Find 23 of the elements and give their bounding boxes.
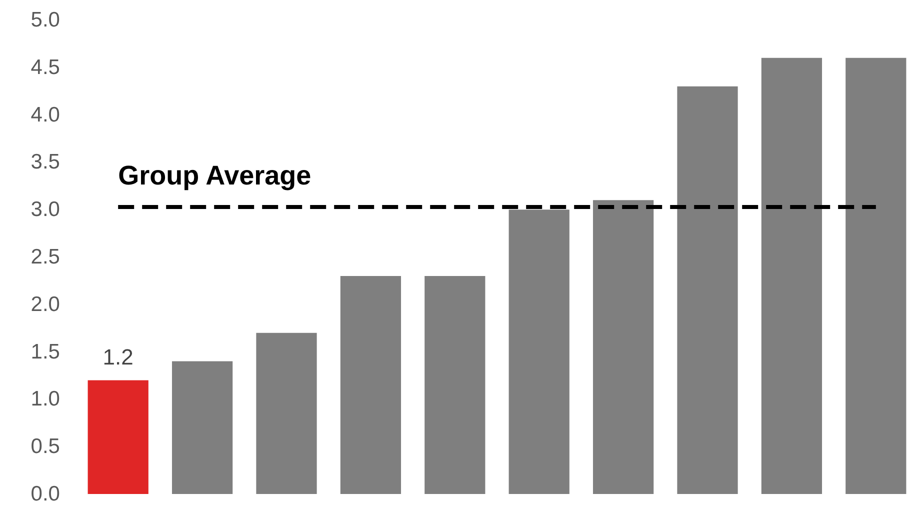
- bar: [340, 276, 402, 494]
- y-tick-label: 2.0: [30, 292, 60, 316]
- bar: [88, 380, 148, 494]
- bar: [592, 200, 654, 494]
- y-tick-label: 0.5: [30, 435, 60, 458]
- bar: [761, 58, 822, 494]
- y-tick-label: 1.5: [30, 340, 60, 364]
- bar: [508, 210, 570, 494]
- ref-line-label: Group Average: [118, 160, 312, 190]
- y-tick-label: 5.0: [30, 8, 60, 32]
- y-tick-label: 4.0: [30, 103, 60, 126]
- bar: [677, 86, 738, 494]
- data-label: 1.2: [102, 344, 134, 370]
- y-tick-label: 1.0: [30, 388, 60, 411]
- bar: [424, 276, 486, 494]
- y-tick-label: 0.0: [30, 482, 60, 506]
- y-tick-label: 4.5: [30, 56, 60, 79]
- y-tick-label: 2.5: [30, 246, 60, 268]
- bar: [256, 332, 317, 494]
- y-tick-label: 3.5: [30, 150, 60, 174]
- y-tick-label: 3.0: [30, 198, 60, 222]
- bar: [172, 361, 233, 494]
- bar: [846, 58, 906, 494]
